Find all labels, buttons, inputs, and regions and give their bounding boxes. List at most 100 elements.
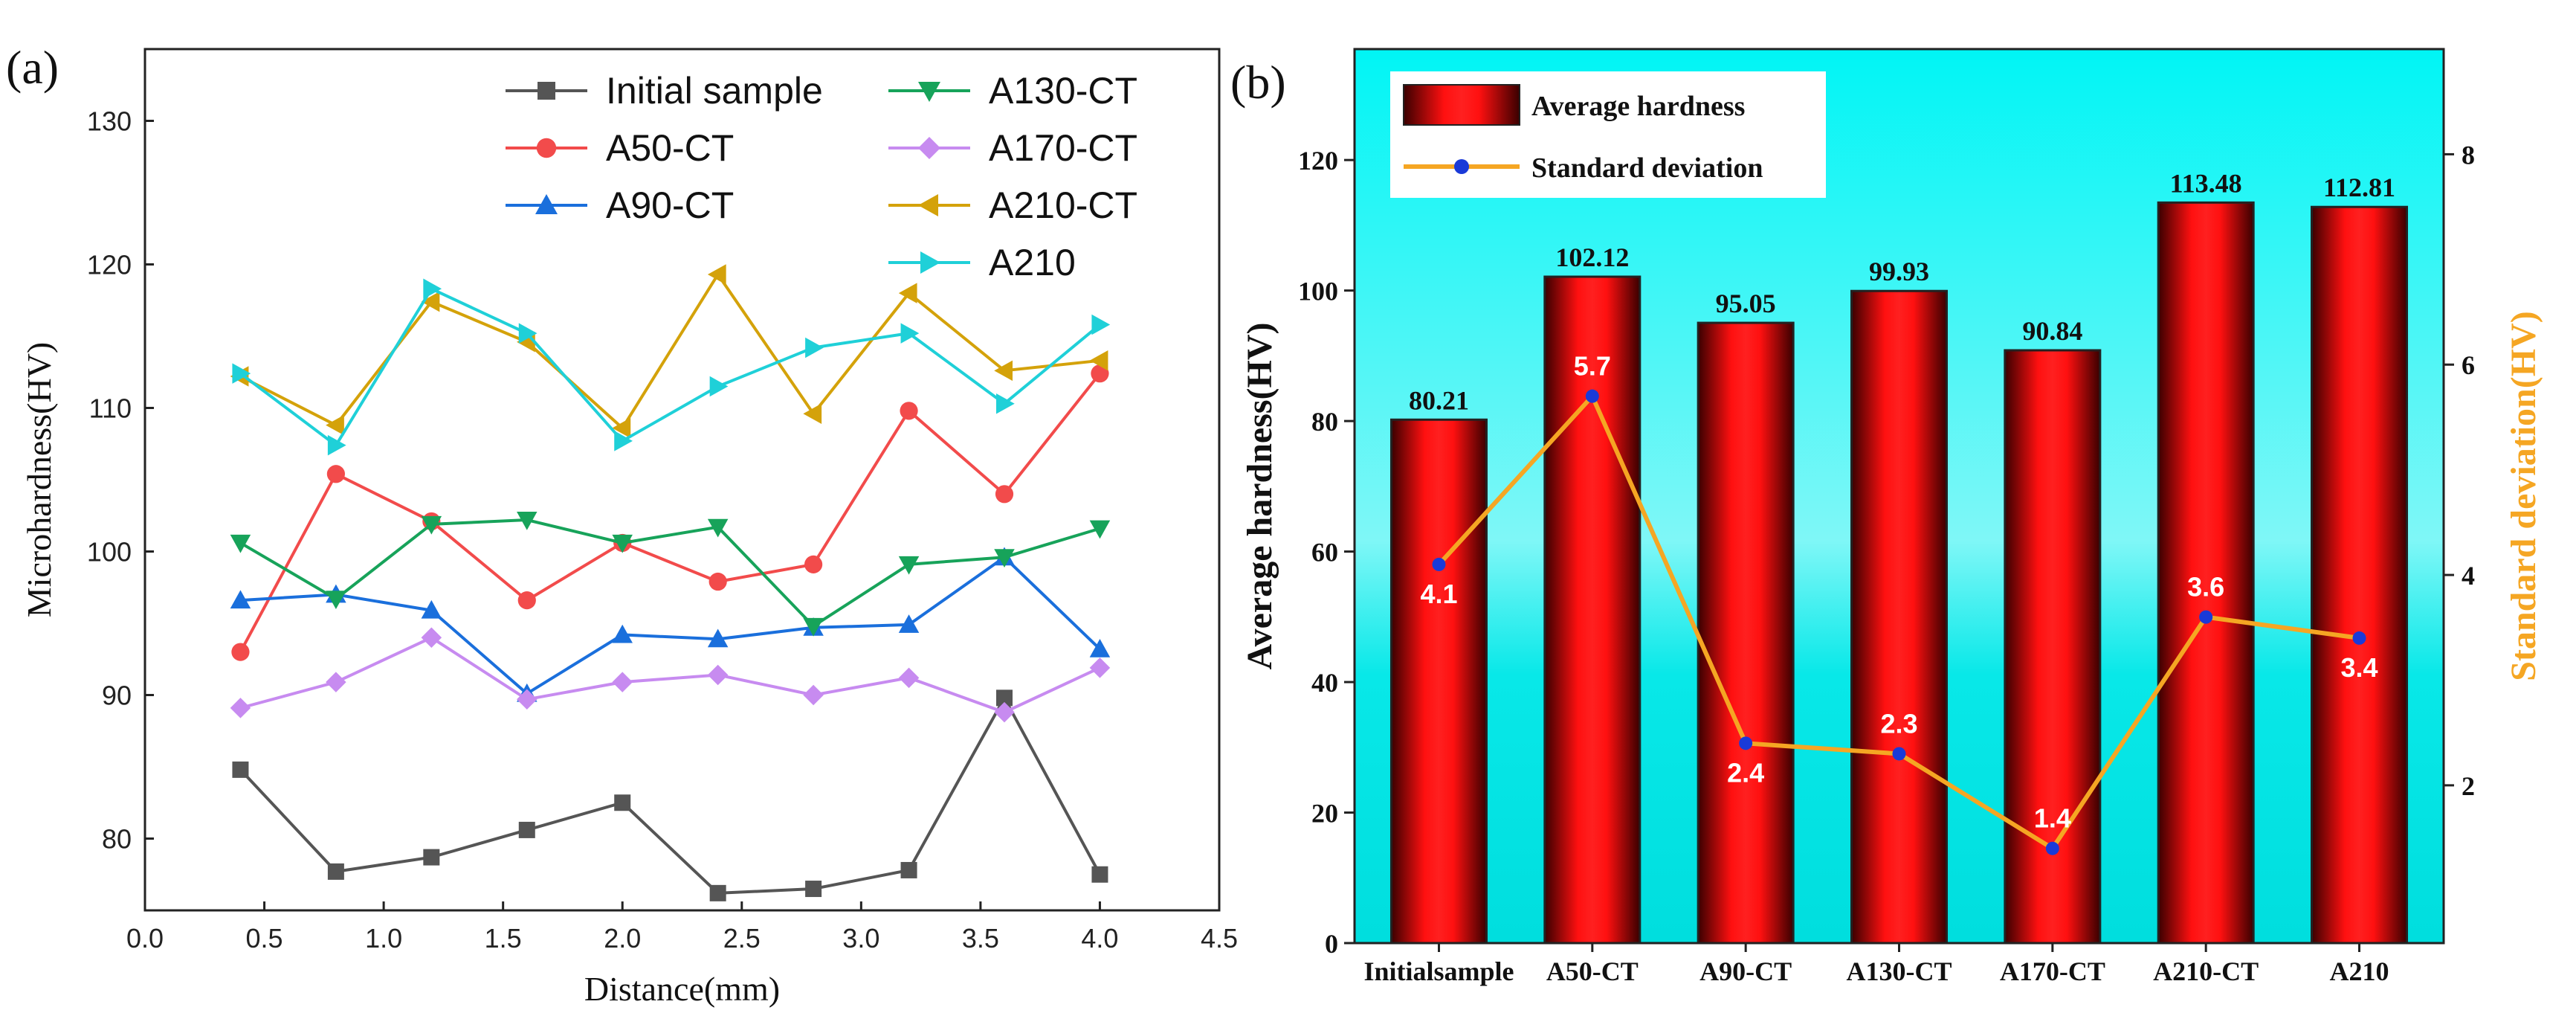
data-point — [803, 684, 824, 706]
data-point — [232, 761, 249, 778]
series-a210-ct — [230, 264, 1108, 439]
data-point — [707, 628, 729, 648]
bar — [2157, 201, 2255, 945]
data-point — [1089, 638, 1111, 657]
legend-marker — [918, 82, 940, 102]
x-tick-label: A170-CT — [2000, 956, 2105, 986]
bar-value-label: 99.93 — [1869, 257, 1929, 286]
bar — [1697, 321, 1795, 945]
data-point — [230, 698, 251, 718]
data-point — [327, 434, 346, 456]
legend-item: A210-CT — [888, 184, 1137, 226]
legend-marker — [918, 137, 940, 159]
data-point — [614, 431, 633, 451]
legend-marker — [535, 194, 558, 214]
data-point — [232, 363, 251, 384]
legend-marker — [538, 82, 555, 100]
series-a210 — [232, 278, 1111, 456]
data-point — [709, 376, 729, 397]
std-point — [1432, 557, 1446, 571]
y2-tick-label: 2 — [2462, 771, 2475, 801]
std-point — [1739, 736, 1753, 750]
data-point — [996, 393, 1015, 414]
panel-a-plot-frame — [143, 48, 1221, 912]
data-point — [707, 664, 729, 686]
series-line — [239, 636, 1101, 714]
data-point — [518, 821, 535, 838]
series-a130-ct — [230, 512, 1111, 637]
bar-value-label: 112.81 — [2323, 173, 2395, 202]
series-initial-sample — [232, 689, 1108, 901]
series-a170-ct — [230, 627, 1111, 723]
data-point — [421, 515, 442, 535]
legend-label: A210 — [989, 242, 1076, 283]
legend-marker — [918, 194, 938, 216]
bar-value-label: 102.12 — [1555, 242, 1629, 272]
y-tick-label: 90 — [102, 681, 132, 711]
series-a50-ct — [231, 364, 1109, 661]
bar-value-label: 80.21 — [1409, 385, 1469, 415]
y-tick-label: 100 — [87, 537, 132, 567]
bar-value-label: 113.48 — [2170, 168, 2242, 198]
y-tick-label: 130 — [87, 106, 132, 137]
data-point — [326, 672, 346, 692]
y2-tick-label: 8 — [2462, 140, 2475, 170]
panel-b-bars: 80.21 102.12 95.05 99.93 90.84 113.48 112.81 — [1389, 168, 2409, 945]
std-value-label: 3.4 — [2340, 652, 2378, 683]
data-point — [423, 278, 442, 300]
y-tick-label: 80 — [102, 824, 132, 855]
legend-marker — [536, 138, 557, 158]
data-point — [1091, 314, 1111, 335]
legend-marker — [1454, 159, 1469, 174]
data-point — [326, 591, 346, 609]
series-line — [239, 286, 1101, 448]
panel-a-x-axis-label: Distance(mm) — [584, 970, 780, 1008]
x-tick-label: 3.5 — [962, 923, 999, 953]
data-point — [805, 337, 824, 358]
data-point — [1089, 350, 1108, 371]
x-tick-label: 4.0 — [1081, 923, 1118, 953]
series-line — [239, 271, 1100, 431]
legend-label: A90-CT — [606, 184, 734, 226]
data-point — [708, 572, 727, 591]
data-point — [614, 794, 631, 811]
data-point — [230, 590, 251, 609]
x-tick-label: 2.0 — [604, 923, 641, 953]
panel-a-axes: 0.0 0.5 1.0 1.5 2.0 2.5 3.0 3.5 4.0 4.5 80 90 100 110… — [87, 106, 1238, 954]
data-point — [1091, 866, 1108, 883]
y-tick-label: 80 — [1311, 407, 1338, 437]
data-point — [898, 614, 920, 633]
data-point — [518, 323, 538, 344]
panel-a-series — [230, 264, 1111, 901]
y2-tick-label: 6 — [2462, 350, 2475, 380]
legend-item: Initial sample — [506, 70, 823, 112]
panel-b-std-line: 4.1 5.7 2.4 2.3 1.4 3.6 3.4 — [1420, 351, 2378, 855]
data-point — [709, 884, 726, 901]
legend-label: A210-CT — [989, 184, 1137, 226]
panel-a-y-axis-label: Microhardness(HV) — [20, 342, 58, 617]
std-value-label: 4.1 — [1420, 579, 1457, 609]
legend-item: A50-CT — [506, 127, 734, 169]
y-tick-label: 60 — [1311, 538, 1338, 567]
data-point — [804, 555, 823, 573]
std-value-label: 5.7 — [1574, 351, 1611, 382]
std-value-label: 2.3 — [1880, 708, 1917, 739]
panel-b-bar-chart: (b) 80.21 102.12 95.05 99.93 90.84 113.48 112.… — [1230, 48, 2543, 986]
data-point — [230, 534, 251, 553]
std-point — [1892, 747, 1906, 761]
data-point — [994, 701, 1015, 723]
data-point — [326, 465, 345, 483]
data-point — [612, 624, 633, 643]
std-value-label: 1.4 — [2034, 803, 2071, 834]
legend-bar-swatch — [1403, 84, 1520, 126]
y-tick-label: 120 — [1298, 146, 1338, 176]
data-point — [900, 402, 918, 420]
x-tick-label: Initialsample — [1363, 956, 1514, 986]
panel-b-label: (b) — [1230, 56, 1286, 109]
data-point — [994, 549, 1015, 567]
legend-item: Average hardness — [1403, 84, 1745, 126]
data-point — [421, 627, 442, 649]
data-point — [231, 643, 250, 661]
x-tick-label: A210 — [2330, 956, 2389, 986]
